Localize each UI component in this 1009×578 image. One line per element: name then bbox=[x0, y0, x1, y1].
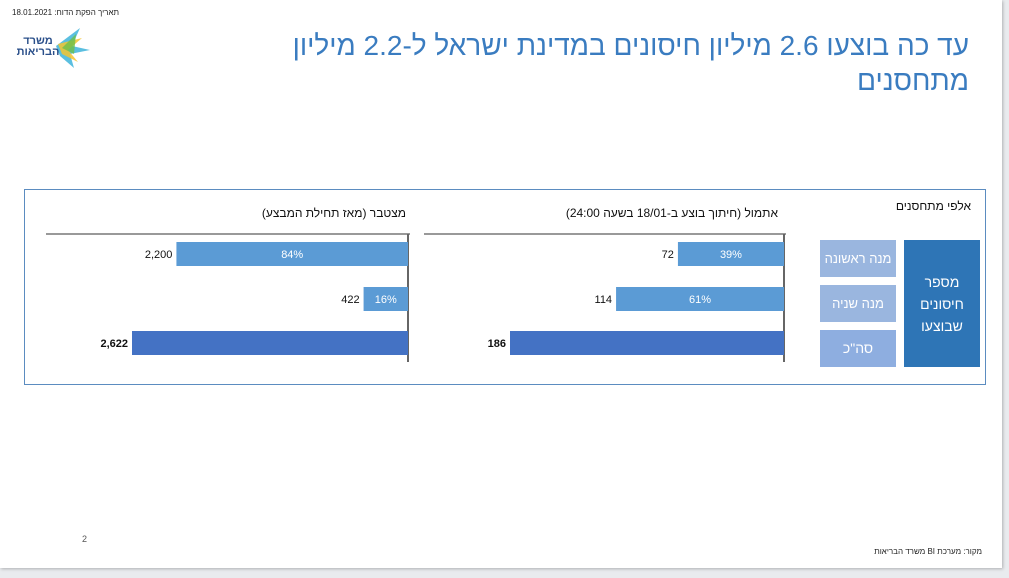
chart-cumulative-value-label-1: 422 bbox=[341, 294, 359, 306]
legend-second-dose: מנה שניה bbox=[820, 285, 896, 322]
chart-cumulative: 84% 2,200 16% 422 2,622 bbox=[46, 233, 410, 362]
report-date: תאריך הפקת הדוח: 18.01.2021 bbox=[12, 8, 119, 17]
chart-yesterday-bar-2 bbox=[510, 331, 784, 355]
page-title: עד כה בוצעו 2.6 מיליון חיסונים במדינת יש… bbox=[292, 30, 969, 96]
chart-yesterday-value-label-0: 72 bbox=[662, 249, 674, 261]
logo-star-icon bbox=[56, 28, 90, 68]
page-number: 2 bbox=[82, 534, 88, 544]
chart-cumulative-value-label-2: 2,622 bbox=[100, 338, 128, 350]
chart-cumulative-percent-label-1: 16% bbox=[375, 294, 397, 306]
chart-title-yesterday: אתמול (חיתוך בוצע ב-18/01 בשעה 24:00) bbox=[565, 206, 778, 220]
chart-cumulative-percent-label-0: 84% bbox=[281, 249, 303, 261]
chart-cumulative-value-label-0: 2,200 bbox=[145, 249, 173, 261]
ministry-of-health-logo: משרד הבריאות bbox=[12, 24, 92, 70]
chart-yesterday-percent-label-1: 61% bbox=[689, 294, 711, 306]
chart-yesterday-percent-label-0: 39% bbox=[720, 249, 742, 261]
chart-cumulative-bar-0 bbox=[176, 242, 408, 266]
units-label: אלפי מתחסנים bbox=[895, 199, 971, 213]
chart-yesterday-value-label-1: 114 bbox=[595, 294, 613, 306]
chart-cumulative-bar-1 bbox=[363, 287, 408, 311]
slide: תאריך הפקת הדוח: 18.01.2021 משרד הבריאות… bbox=[0, 0, 1002, 568]
legend-total: סה"כ bbox=[820, 330, 896, 367]
chart-yesterday-value-label-2: 186 bbox=[488, 338, 506, 350]
legend-first-dose: מנה ראשונה bbox=[820, 240, 896, 277]
legend-main-label: מספר חיסונים שבוצעו bbox=[904, 240, 980, 367]
chart-title-cumulative: מצטבר (מאז תחילת המבצע) bbox=[261, 206, 406, 220]
logo-text: משרד הבריאות bbox=[16, 35, 60, 58]
chart-yesterday-bar-0 bbox=[677, 242, 784, 266]
source-note: מקור: מערכת BI משרד הבריאות bbox=[874, 547, 982, 556]
chart-panel bbox=[24, 189, 986, 385]
chart-cumulative-bar-2 bbox=[132, 331, 408, 355]
chart-yesterday-bar-1 bbox=[616, 287, 784, 311]
chart-yesterday: 39% 72 61% 114 186 bbox=[424, 233, 786, 362]
